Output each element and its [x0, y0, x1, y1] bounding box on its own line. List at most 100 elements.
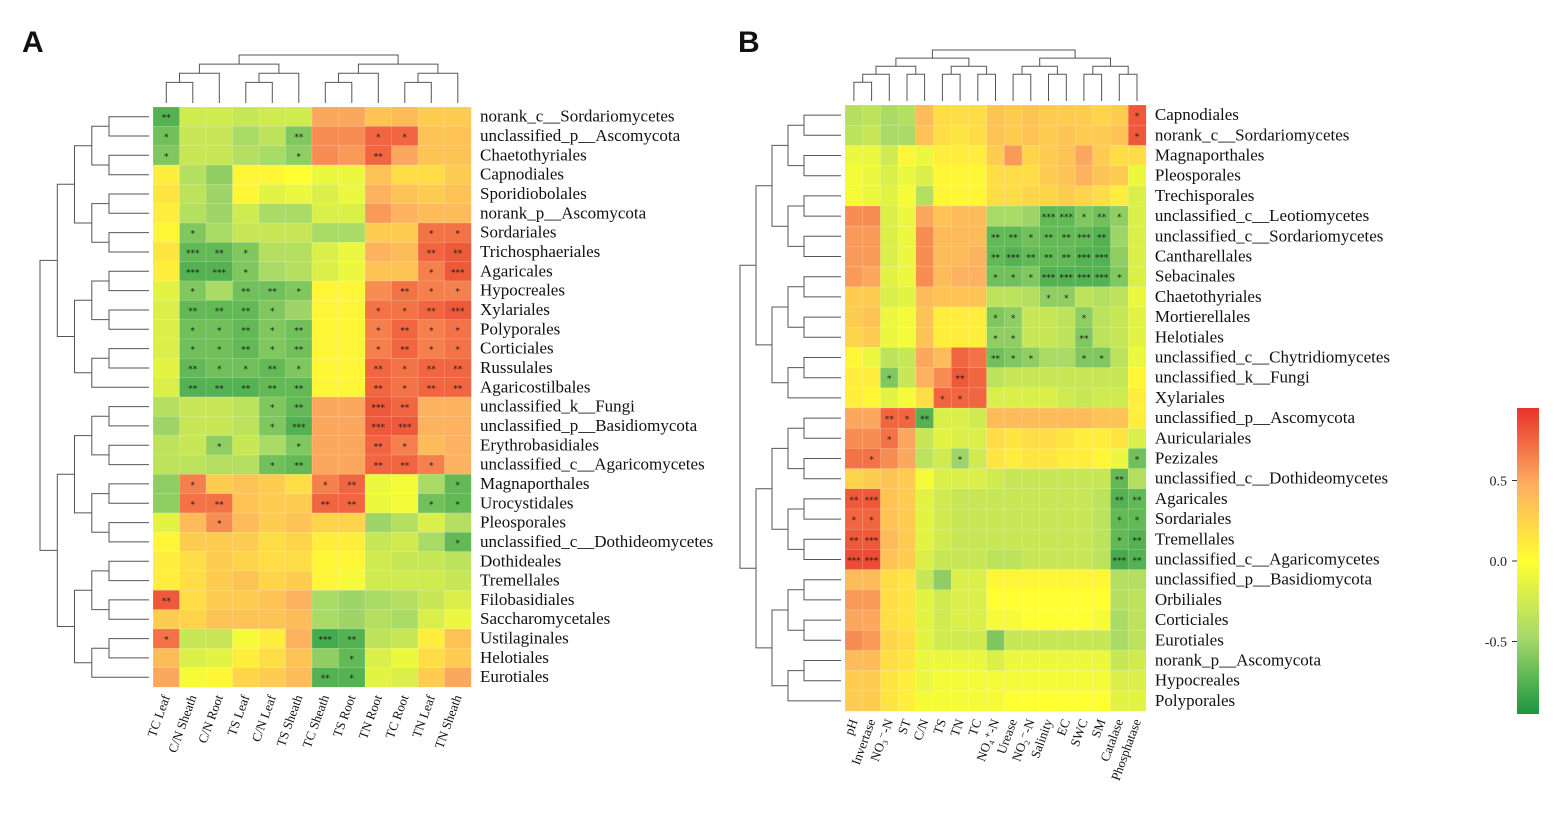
heatmap-cell: [311, 358, 340, 379]
heatmap-cell: [417, 570, 446, 591]
heatmap-cell: [232, 551, 260, 572]
significance-mark: *: [1064, 294, 1069, 304]
heatmap-cell: [1127, 326, 1147, 348]
heatmap-cell: [968, 609, 988, 631]
heatmap-cell: [968, 569, 988, 591]
significance-mark: ***: [1077, 254, 1091, 264]
heatmap-cell: [338, 590, 366, 611]
row-label: Ustilaginales: [480, 629, 569, 648]
heatmap-cell: [915, 286, 935, 308]
heatmap-cell: [444, 667, 472, 688]
heatmap-cell: [232, 532, 260, 553]
heatmap-cell: [1004, 609, 1023, 631]
heatmap-cell: [1074, 427, 1094, 449]
significance-mark: *: [1117, 274, 1122, 284]
heatmap-cell: [1110, 326, 1129, 348]
heatmap-cell: [258, 435, 287, 456]
heatmap-cell: [444, 590, 472, 611]
dendrogram-link: [787, 670, 841, 702]
heatmap-cell: [364, 106, 393, 127]
heatmap-cell: [862, 650, 881, 672]
heatmap-cell: [205, 609, 234, 630]
significance-mark: **: [294, 346, 304, 356]
significance-mark: ***: [186, 268, 200, 278]
significance-mark: **: [991, 355, 1001, 365]
significance-mark: **: [241, 384, 251, 394]
colorbar-tick-label: 0.5: [1490, 475, 1508, 490]
significance-mark: *: [1011, 334, 1016, 344]
significance-mark: ***: [451, 268, 465, 278]
heatmap-cell: [915, 225, 935, 247]
heatmap-cell: [950, 145, 970, 167]
heatmap-cell: [364, 164, 393, 185]
heatmap-cell: [152, 512, 181, 533]
heatmap-cell: [152, 242, 181, 263]
heatmap-cell: [1092, 427, 1112, 449]
dendrogram-link: [165, 81, 194, 103]
heatmap-cell: [862, 104, 881, 126]
row-label: Orbiliales: [1155, 590, 1222, 609]
heatmap-cell: [915, 488, 935, 510]
heatmap-cell: [1057, 528, 1076, 550]
significance-mark: **: [849, 496, 859, 506]
significance-mark: *: [270, 462, 275, 472]
heatmap-cell: [986, 427, 1005, 449]
significance-mark: *: [852, 516, 857, 526]
heatmap-cell: [391, 203, 419, 224]
heatmap-cell: [1127, 387, 1147, 409]
significance-mark: **: [188, 365, 198, 375]
dendrogram-link: [108, 444, 149, 466]
heatmap-cell: [897, 306, 917, 328]
heatmap-cell: [179, 203, 207, 224]
significance-mark: *: [164, 636, 169, 646]
colorbar-tick-label: -0.5: [1485, 636, 1507, 651]
heatmap-cell: [1127, 286, 1147, 308]
heatmap-cell: [179, 512, 207, 533]
significance-mark: **: [1062, 233, 1072, 243]
heatmap-cell: [986, 185, 1005, 207]
heatmap-cell: [1039, 569, 1058, 591]
heatmap-cell: [933, 326, 952, 348]
heatmap-cell: [862, 286, 881, 308]
significance-mark: *: [1082, 355, 1087, 365]
column-label: TC: [965, 717, 985, 738]
heatmap-cell: [179, 551, 207, 572]
significance-mark: ***: [865, 536, 879, 546]
row-label: Xylariales: [1155, 388, 1225, 407]
heatmap-cell: [417, 145, 446, 166]
heatmap-cell: [205, 396, 234, 417]
significance-mark: **: [400, 326, 410, 336]
significance-mark: **: [294, 326, 304, 336]
heatmap-cell: [444, 396, 472, 417]
significance-mark: **: [215, 307, 225, 317]
significance-mark: **: [885, 415, 895, 425]
heatmap-cell: [986, 468, 1005, 490]
dendrogram-link: [108, 193, 149, 214]
heatmap-cell: [880, 266, 899, 288]
heatmap-cell: [1057, 427, 1076, 449]
heatmap-cell: [1004, 508, 1023, 530]
dendrogram-link: [787, 124, 804, 167]
heatmap-cell: [1057, 347, 1076, 369]
heatmap-cell: [1092, 629, 1112, 651]
heatmap-cell: [862, 670, 881, 692]
row-label: unclassified_p__Ascomycota: [1155, 408, 1356, 427]
heatmap-cell: [179, 164, 207, 185]
significance-mark: *: [1117, 516, 1122, 526]
heatmap-cell: [364, 474, 393, 495]
heatmap-cell: [968, 528, 988, 550]
row-label: unclassified_c__Agaricomycetes: [480, 455, 705, 474]
heatmap-cell: [391, 184, 419, 205]
significance-mark: *: [1011, 314, 1016, 324]
heatmap-cell: [1074, 670, 1094, 692]
significance-mark: **: [374, 442, 384, 452]
heatmap-cell: [897, 124, 917, 146]
heatmap-cell: [915, 246, 935, 268]
heatmap-cell: [152, 338, 181, 359]
dendrogram-link: [1039, 57, 1111, 67]
significance-mark: **: [1044, 254, 1054, 264]
heatmap-cell: [338, 551, 366, 572]
heatmap-cell: [1021, 124, 1041, 146]
heatmap-cell: [311, 261, 340, 282]
dendrogram-link: [787, 205, 804, 247]
